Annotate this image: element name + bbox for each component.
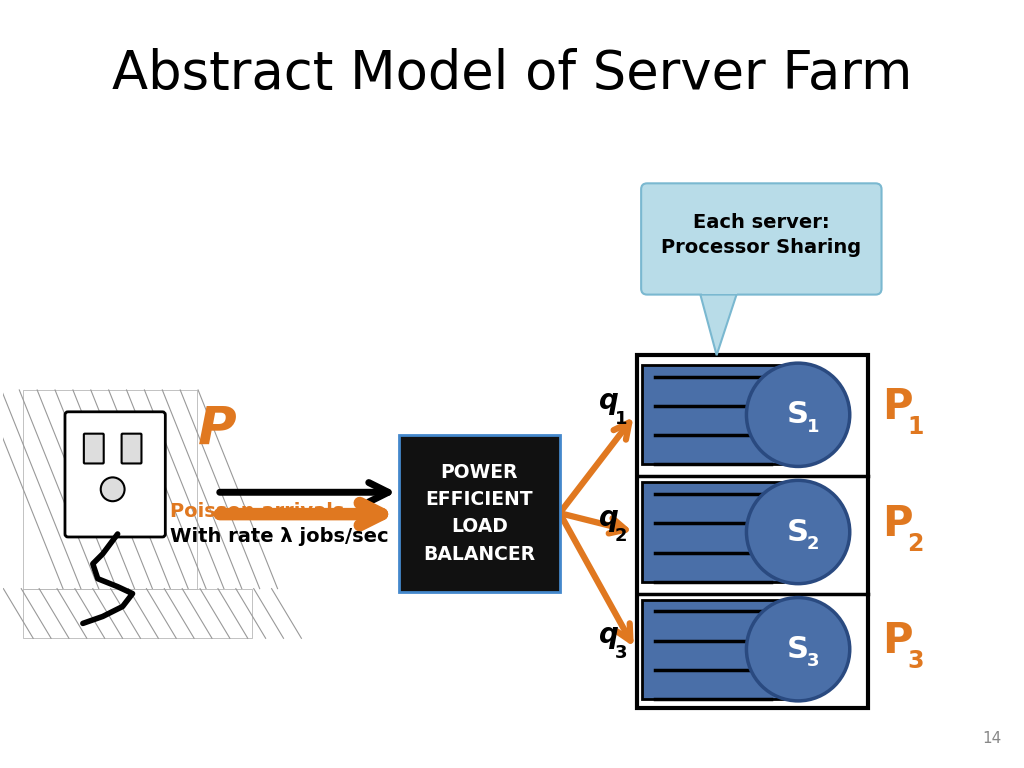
FancyBboxPatch shape: [642, 600, 783, 699]
FancyBboxPatch shape: [642, 482, 783, 581]
FancyBboxPatch shape: [84, 434, 103, 463]
FancyBboxPatch shape: [122, 434, 141, 463]
FancyBboxPatch shape: [398, 435, 560, 591]
Polygon shape: [698, 289, 738, 355]
Text: With rate λ jobs/sec: With rate λ jobs/sec: [170, 528, 389, 547]
Polygon shape: [24, 390, 197, 588]
Text: S: S: [787, 634, 809, 664]
Circle shape: [746, 598, 850, 701]
FancyBboxPatch shape: [65, 412, 165, 537]
Text: 3: 3: [807, 652, 819, 670]
Text: P: P: [882, 503, 912, 545]
Text: 14: 14: [982, 730, 1001, 746]
Polygon shape: [24, 588, 252, 638]
Text: 2: 2: [807, 535, 819, 553]
Text: P: P: [198, 404, 237, 455]
Text: 3: 3: [615, 644, 628, 662]
Text: 2: 2: [615, 527, 628, 545]
Text: q: q: [599, 621, 620, 649]
Text: Abstract Model of Server Farm: Abstract Model of Server Farm: [112, 48, 912, 100]
Text: S: S: [787, 400, 809, 429]
Text: 1: 1: [907, 415, 924, 439]
FancyBboxPatch shape: [637, 355, 867, 708]
Bar: [701, 286, 737, 293]
Text: P: P: [882, 386, 912, 428]
Text: POWER
EFFICIENT
LOAD
BALANCER: POWER EFFICIENT LOAD BALANCER: [423, 463, 536, 564]
Text: 3: 3: [907, 649, 924, 674]
Circle shape: [746, 480, 850, 584]
Text: S: S: [787, 518, 809, 547]
FancyBboxPatch shape: [642, 365, 783, 465]
Text: P: P: [882, 621, 912, 662]
Circle shape: [746, 363, 850, 466]
Text: 1: 1: [807, 418, 819, 435]
Circle shape: [100, 478, 125, 502]
Text: Each server:
Processor Sharing: Each server: Processor Sharing: [662, 213, 861, 257]
FancyBboxPatch shape: [641, 184, 882, 295]
Text: q: q: [599, 504, 620, 532]
Text: 2: 2: [907, 532, 924, 556]
Text: Poisson arrivals: Poisson arrivals: [170, 502, 345, 521]
Text: q: q: [599, 387, 620, 415]
Text: 1: 1: [615, 410, 628, 428]
